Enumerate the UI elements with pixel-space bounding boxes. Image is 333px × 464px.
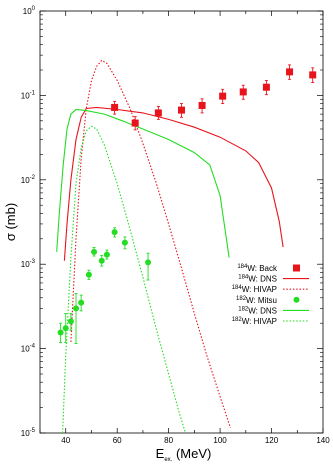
legend-label: 184W: HIVAP	[232, 285, 277, 294]
data-point-circle	[62, 325, 69, 332]
data-point-circle	[85, 271, 92, 278]
data-point-square	[178, 106, 185, 114]
data-point-square	[219, 92, 227, 100]
legend-swatch-circle	[293, 296, 300, 303]
series-line-182-whivap	[62, 125, 186, 434]
y-tick-label: 10-1	[21, 90, 36, 100]
data-markers	[57, 64, 317, 344]
axes: 40 60 80 100 120 140 100 10-1 10-2 10-3 10-4 10-5 Ee…	[3, 6, 330, 463]
y-tick-label: 10-4	[21, 344, 36, 354]
y-tick-label: 10-3	[21, 259, 36, 269]
x-tick-label: 100	[213, 436, 227, 445]
series-line-184-wdns	[63, 106, 284, 261]
data-point-circle	[111, 229, 118, 236]
data-point-circle	[121, 239, 128, 246]
y-tick-label: 10-2	[21, 175, 36, 185]
series-line-182-wdns	[56, 108, 230, 258]
legend-label: 184W: DNS	[238, 275, 277, 284]
data-point-square	[309, 71, 317, 79]
data-point-square	[286, 68, 294, 76]
y-axis-label: σ (mb)	[3, 203, 18, 241]
y-tick-label: 10-5	[21, 428, 36, 438]
x-tick-label: 60	[113, 436, 122, 445]
series-line-184-whivap	[70, 59, 231, 429]
data-point-circle	[145, 259, 152, 266]
x-axis-label: Eex. (MeV)	[156, 446, 212, 463]
legend-label: 182W: DNS	[238, 306, 277, 315]
data-point-square	[154, 109, 162, 117]
data-point-circle	[91, 248, 98, 255]
data-point-circle	[78, 299, 85, 306]
data-point-circle	[57, 329, 64, 336]
data-point-square	[131, 119, 139, 127]
y-tick-label: 100	[23, 6, 36, 16]
curves	[56, 59, 284, 434]
x-tick-label: 120	[265, 436, 279, 445]
data-point-square	[262, 83, 270, 91]
data-point-square	[111, 103, 119, 111]
x-tick-label: 140	[316, 436, 330, 445]
legend-label: 184W: Back	[237, 264, 278, 273]
legend-swatch-square	[293, 264, 300, 272]
x-tick-label: 80	[164, 436, 173, 445]
data-point-square	[239, 88, 247, 96]
x-tick-label: 40	[61, 436, 70, 445]
data-point-circle	[103, 251, 110, 258]
legend-label: 182W: Mitsu	[236, 296, 277, 305]
legend-label: 182W: HIVAP	[232, 317, 277, 326]
data-point-circle	[98, 257, 105, 264]
data-point-circle	[73, 305, 80, 312]
plot-frame	[39, 10, 324, 434]
data-point-circle	[67, 318, 74, 325]
data-point-square	[198, 101, 206, 109]
